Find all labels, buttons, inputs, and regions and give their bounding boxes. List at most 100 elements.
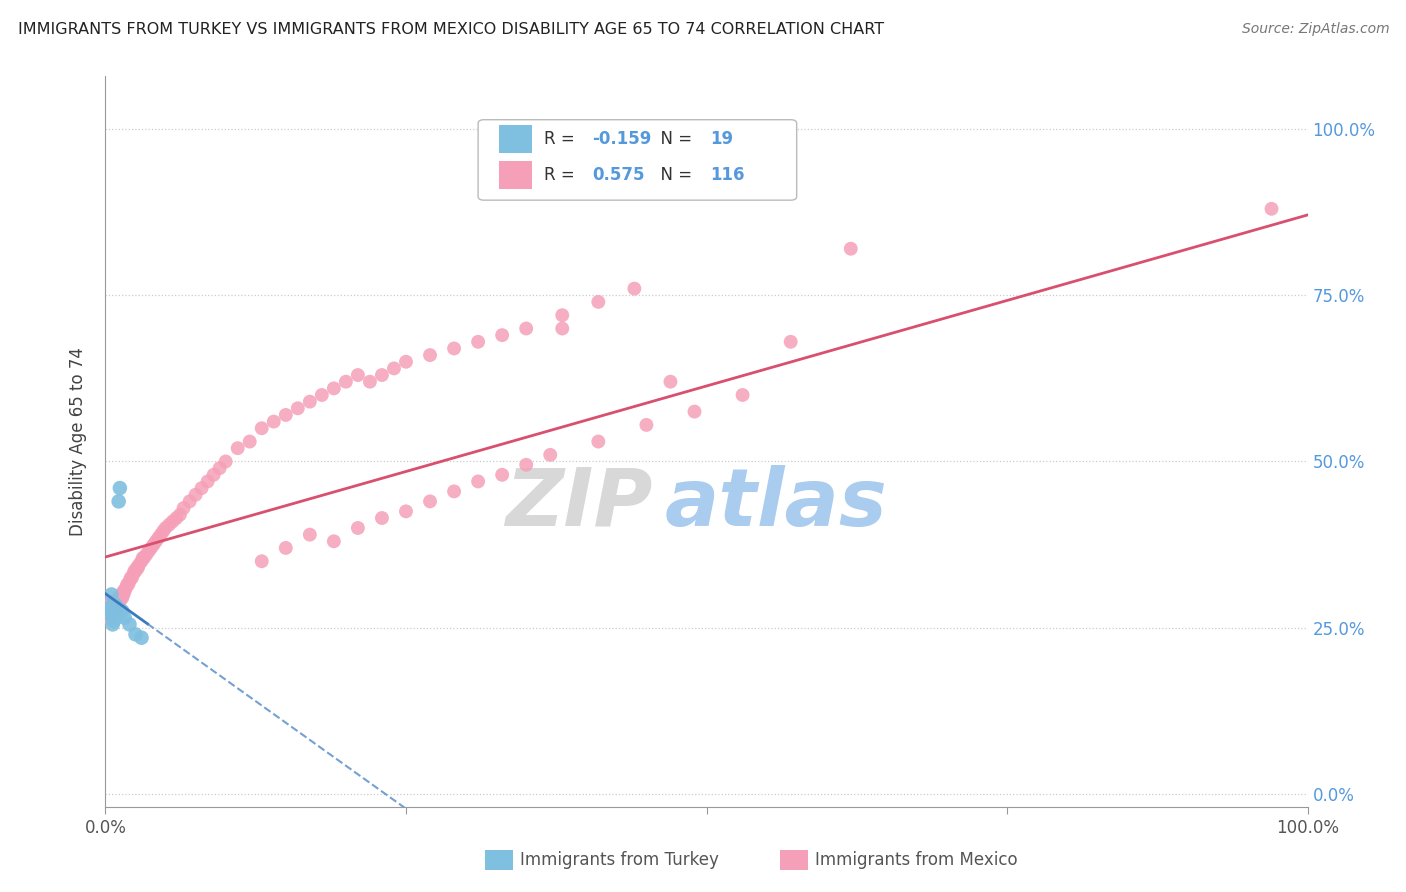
Point <box>155 521 177 535</box>
Point <box>111 604 134 618</box>
Point <box>101 607 124 622</box>
Point <box>124 564 146 578</box>
Point <box>395 355 418 369</box>
Y-axis label: Disability Age 65 to 74: Disability Age 65 to 74 <box>69 347 87 536</box>
Point <box>107 598 129 612</box>
Text: atlas: atlas <box>665 465 887 542</box>
Point <box>250 421 273 435</box>
Point <box>443 342 465 356</box>
Point <box>173 501 195 516</box>
Text: R =: R = <box>544 129 581 148</box>
Point <box>98 607 121 622</box>
Point <box>184 488 207 502</box>
Point <box>105 611 128 625</box>
Point <box>114 584 136 599</box>
Point <box>274 408 297 422</box>
Point <box>419 348 441 362</box>
Point <box>98 604 121 618</box>
Point <box>98 611 121 625</box>
Point <box>128 558 150 572</box>
Text: N =: N = <box>650 129 697 148</box>
Point <box>347 368 370 382</box>
Point <box>322 381 344 395</box>
Point <box>107 600 129 615</box>
Point <box>103 607 125 622</box>
Point <box>122 567 145 582</box>
Point <box>105 600 128 615</box>
Point <box>491 467 513 482</box>
Point <box>538 448 561 462</box>
Point <box>419 494 441 508</box>
Point <box>208 461 231 475</box>
Point <box>139 541 162 555</box>
Point <box>107 594 129 608</box>
Point <box>515 321 537 335</box>
Point <box>110 591 132 605</box>
Point <box>551 308 574 322</box>
Point <box>142 538 165 552</box>
Text: N =: N = <box>650 166 697 185</box>
Point <box>347 521 370 535</box>
Point <box>101 604 124 618</box>
Point <box>250 554 273 568</box>
Point <box>149 527 172 541</box>
Point <box>239 434 262 449</box>
Point <box>112 584 135 599</box>
Point <box>179 494 201 508</box>
Point <box>121 571 143 585</box>
Point <box>636 417 658 432</box>
FancyBboxPatch shape <box>499 161 533 189</box>
Text: R =: R = <box>544 166 581 185</box>
Point <box>98 607 121 622</box>
Point <box>588 294 610 309</box>
Text: -0.159: -0.159 <box>592 129 652 148</box>
Point <box>382 361 405 376</box>
Point <box>101 611 124 625</box>
Point <box>287 401 309 416</box>
Point <box>108 481 131 495</box>
Point <box>114 611 136 625</box>
Point <box>131 631 153 645</box>
Point <box>107 494 129 508</box>
Point <box>96 607 118 622</box>
Point <box>100 611 122 625</box>
Point <box>623 282 645 296</box>
Point <box>359 375 381 389</box>
Point <box>110 587 132 601</box>
Point <box>115 581 138 595</box>
Point <box>165 511 187 525</box>
Point <box>117 577 139 591</box>
Point <box>274 541 297 555</box>
Point <box>588 434 610 449</box>
Point <box>118 617 141 632</box>
Text: 19: 19 <box>710 129 734 148</box>
Point <box>138 544 160 558</box>
Point <box>104 594 127 608</box>
Point <box>97 611 120 625</box>
Point <box>335 375 357 389</box>
Point <box>107 600 129 615</box>
Text: ZIP: ZIP <box>505 465 652 542</box>
Point <box>132 550 155 565</box>
Point <box>108 591 131 605</box>
FancyBboxPatch shape <box>478 120 797 200</box>
Point <box>263 415 285 429</box>
Point <box>104 607 127 622</box>
Point <box>103 604 125 618</box>
Point <box>135 548 157 562</box>
Point <box>100 604 122 618</box>
Point <box>157 517 180 532</box>
Point <box>1260 202 1282 216</box>
Point <box>127 561 149 575</box>
Point <box>105 598 128 612</box>
Point <box>98 600 121 615</box>
Point <box>112 587 135 601</box>
Point <box>491 328 513 343</box>
Point <box>97 604 120 618</box>
FancyBboxPatch shape <box>499 125 533 153</box>
Text: Source: ZipAtlas.com: Source: ZipAtlas.com <box>1241 22 1389 37</box>
Text: IMMIGRANTS FROM TURKEY VS IMMIGRANTS FROM MEXICO DISABILITY AGE 65 TO 74 CORRELA: IMMIGRANTS FROM TURKEY VS IMMIGRANTS FRO… <box>18 22 884 37</box>
Point <box>101 598 124 612</box>
Point <box>322 534 344 549</box>
Point <box>103 614 125 628</box>
